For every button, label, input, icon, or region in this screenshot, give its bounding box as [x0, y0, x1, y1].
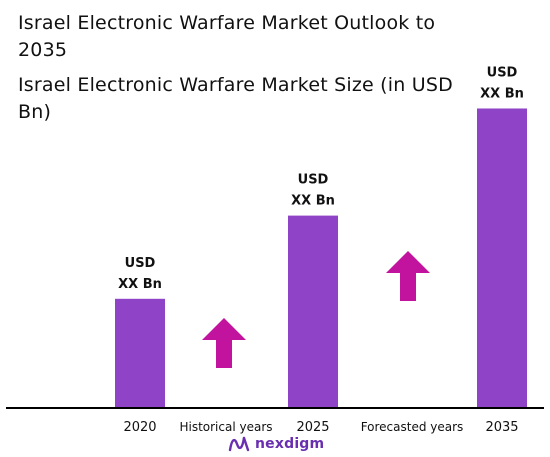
period-label: Forecasted years [361, 420, 464, 434]
x-tick-label: 2025 [296, 420, 329, 435]
period-label: Historical years [179, 420, 272, 434]
value-label-line1: USD [298, 173, 329, 188]
arrows-group [202, 251, 430, 368]
bar-2035 [477, 108, 527, 408]
chart-subtitle: Israel Electronic Warfare Market Size (i… [18, 74, 453, 123]
bar-2020 [115, 298, 165, 408]
up-arrow-icon [386, 251, 430, 301]
value-label-line2: XX Bn [118, 277, 162, 292]
x-tick-label: 2020 [123, 420, 156, 435]
tick-labels-group: 2020 2025 2035 [123, 420, 518, 435]
chart-title: Israel Electronic Warfare Market Outlook… [18, 12, 436, 61]
value-label-line1: USD [487, 65, 518, 80]
x-tick-label: 2035 [485, 420, 518, 435]
value-label-line1: USD [125, 256, 156, 271]
logo-text: nexdigm [255, 436, 325, 452]
value-label-line2: XX Bn [291, 194, 335, 209]
nexdigm-logo: nexdigm [228, 433, 324, 455]
value-label-line2: XX Bn [480, 86, 524, 101]
up-arrow-icon [202, 318, 246, 368]
bar-2025 [288, 215, 338, 408]
value-labels-group: USD XX Bn USD XX Bn USD XX Bn [118, 65, 524, 291]
period-labels-group: Historical years Forecasted years [179, 420, 463, 434]
nexdigm-logo-icon [228, 436, 250, 452]
bars-group [115, 108, 527, 408]
